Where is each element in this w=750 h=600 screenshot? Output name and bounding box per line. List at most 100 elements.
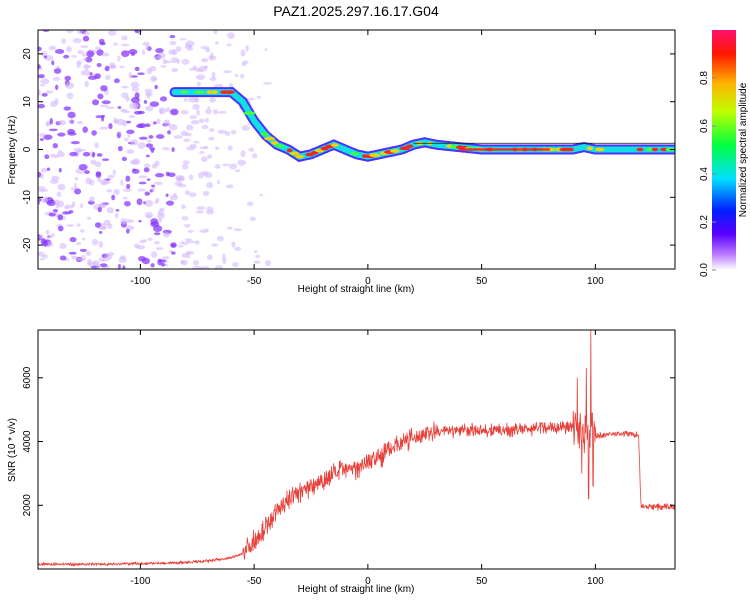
noise-blob <box>91 151 96 158</box>
noise-blob <box>199 146 207 150</box>
noise-blob <box>54 48 65 54</box>
noise-blob <box>192 65 198 71</box>
noise-blob <box>136 198 143 206</box>
noise-blob <box>234 74 239 78</box>
noise-blob <box>211 243 219 247</box>
noise-blob <box>245 45 249 52</box>
noise-blob <box>215 41 219 45</box>
snr-x-tick-label: 100 <box>587 576 604 587</box>
noise-blob <box>89 72 93 76</box>
noise-blob <box>57 214 64 221</box>
noise-blob <box>76 30 83 34</box>
noise-blob <box>39 138 45 141</box>
spectrogram-ridge <box>169 87 675 163</box>
noise-blob <box>227 145 233 151</box>
colorbar-tick-label: 0.2 <box>699 215 710 229</box>
noise-blob <box>131 75 138 78</box>
noise-blob <box>144 211 153 219</box>
noise-blob <box>182 160 190 165</box>
noise-blob <box>119 65 125 69</box>
noise-blob <box>150 218 159 226</box>
noise-blob <box>94 46 102 51</box>
noise-blob <box>264 48 268 51</box>
spectrogram-x-tick-label: -100 <box>130 276 150 287</box>
noise-blob <box>72 38 82 44</box>
noise-blob <box>89 196 95 203</box>
noise-blob <box>253 260 261 264</box>
noise-blob <box>149 147 156 151</box>
noise-blob <box>108 123 113 130</box>
spectrogram-x-tick-label: -50 <box>247 276 262 287</box>
noise-blob <box>214 146 220 150</box>
noise-blob <box>216 235 224 242</box>
colorbar-ticks: 0.0 0.2 0.4 0.6 0.8 <box>699 71 716 277</box>
noise-blob <box>248 147 255 152</box>
noise-blob <box>209 97 216 103</box>
noise-blob <box>160 262 166 267</box>
noise-blob <box>227 32 235 40</box>
noise-blob <box>97 206 102 213</box>
noise-blob <box>199 118 205 124</box>
noise-blob <box>150 263 155 268</box>
noise-blob <box>171 147 175 152</box>
noise-blob <box>131 52 135 56</box>
noise-blob <box>76 121 84 125</box>
noise-blob <box>159 96 168 102</box>
noise-blob <box>66 223 75 228</box>
noise-blob <box>176 58 180 64</box>
noise-blob <box>98 231 103 234</box>
noise-blob <box>38 74 45 79</box>
noise-blob <box>148 135 154 139</box>
noise-blob <box>106 252 115 256</box>
noise-blob <box>44 154 50 160</box>
noise-blob <box>126 149 135 154</box>
noise-blob <box>183 97 188 102</box>
noise-blob <box>101 114 106 118</box>
noise-blob <box>264 259 272 267</box>
noise-blob <box>137 142 146 149</box>
noise-blob <box>52 142 58 149</box>
noise-blob <box>95 115 103 118</box>
noise-blob <box>115 212 119 219</box>
noise-blob <box>63 106 72 111</box>
noise-blob <box>96 49 104 56</box>
noise-blob <box>178 176 185 182</box>
noise-blob <box>143 167 150 173</box>
noise-blob <box>234 169 241 173</box>
noise-blob <box>39 133 46 138</box>
noise-blob <box>184 223 191 228</box>
noise-blob <box>84 170 90 175</box>
noise-blob <box>99 202 107 208</box>
noise-blob <box>155 134 165 140</box>
noise-blob <box>62 211 72 215</box>
noise-blob <box>101 100 111 105</box>
noise-blob <box>94 73 101 79</box>
noise-blob <box>160 65 167 68</box>
noise-blob <box>204 118 210 123</box>
noise-blob <box>144 199 154 207</box>
noise-blob <box>177 183 187 188</box>
noise-blob <box>117 106 122 109</box>
noise-blob <box>165 107 171 113</box>
snr-series-line <box>38 330 675 567</box>
noise-blob <box>138 181 147 185</box>
noise-blob <box>84 80 89 88</box>
noise-blob <box>133 103 138 111</box>
snr-x-tick-label: -100 <box>130 576 150 587</box>
noise-blob <box>56 191 62 198</box>
noise-blob <box>149 65 157 72</box>
noise-blob <box>169 40 177 46</box>
noise-blob <box>113 188 120 195</box>
noise-blob <box>170 242 177 248</box>
noise-blob <box>50 175 60 181</box>
noise-blob <box>45 90 54 94</box>
noise-blob <box>125 228 130 234</box>
noise-blob <box>171 67 179 73</box>
noise-blob <box>105 106 116 109</box>
noise-blob <box>182 163 189 170</box>
spectrogram-y-tick-label: -10 <box>22 190 33 205</box>
noise-blob <box>59 255 67 261</box>
noise-blob <box>67 131 77 136</box>
noise-blob <box>80 45 89 49</box>
